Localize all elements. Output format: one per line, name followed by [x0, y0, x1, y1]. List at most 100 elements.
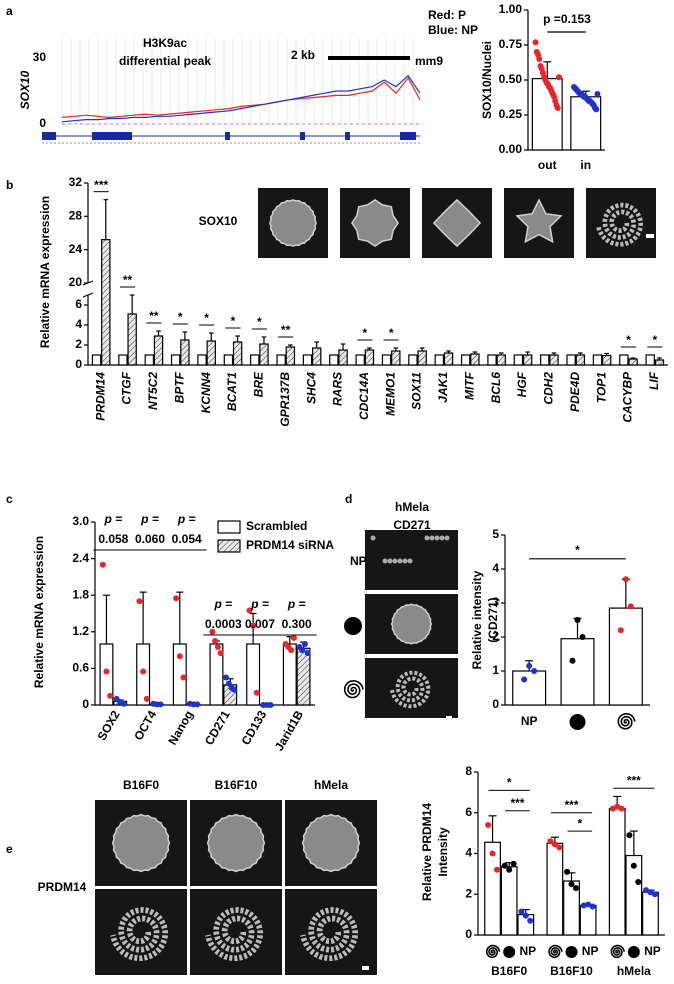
- significance-label: *: [575, 543, 580, 557]
- bar: [408, 354, 418, 366]
- y-tick-label: 0: [75, 357, 82, 371]
- y-axis-label: Relative intensity: [470, 570, 484, 669]
- data-point: [630, 862, 637, 869]
- p-prefix: p =: [177, 512, 196, 526]
- panel-letter: e: [6, 842, 13, 856]
- y-axis-label: Relative mRNA expression: [32, 536, 46, 688]
- legend-label: Red: P: [428, 8, 466, 22]
- data-point: [223, 674, 230, 681]
- micrograph-pattern: [389, 670, 431, 709]
- p-value: 0.007: [245, 617, 275, 631]
- micrograph: [586, 188, 656, 258]
- data-point: [143, 695, 150, 702]
- p-value: 0.058: [98, 532, 128, 546]
- y-tick-label: 1.2: [72, 624, 89, 638]
- data-point: [568, 881, 575, 888]
- bar: [608, 607, 643, 706]
- data-point: [518, 908, 525, 915]
- data-point: [626, 832, 633, 839]
- bar: [246, 643, 261, 706]
- image-column-label: B16F10: [215, 778, 258, 792]
- signal-track: [61, 76, 421, 119]
- data-point: [194, 701, 201, 708]
- x-tick-label: Jarid1B: [272, 708, 306, 753]
- image-label: SOX10: [199, 214, 238, 228]
- x-tick-label: CDC14A: [357, 372, 371, 420]
- y-tick-label: 8: [465, 764, 472, 778]
- x-tick-label: SHC4: [304, 372, 318, 404]
- bar: [470, 353, 480, 366]
- y-axis-label: Intensity: [436, 827, 450, 877]
- x-tick-label: CDH2: [542, 372, 556, 405]
- micrograph: [365, 658, 458, 718]
- micrograph-pattern: [434, 535, 440, 541]
- micrograph-pattern: [392, 558, 398, 564]
- spiral-icon: [343, 679, 364, 699]
- data-point: [572, 885, 579, 892]
- exon: [400, 132, 416, 140]
- chart-subtitle: differential peak: [119, 54, 211, 68]
- data-point: [157, 701, 164, 708]
- spiral-icon: [548, 944, 563, 959]
- bar: [136, 643, 151, 706]
- data-point: [501, 862, 508, 869]
- bar: [180, 339, 190, 366]
- circle-icon: [344, 617, 362, 635]
- y-tick-label: 4: [492, 561, 499, 575]
- micrograph-pattern: [206, 813, 266, 873]
- image-title: hMela: [395, 500, 429, 514]
- micrograph-pattern: [407, 558, 413, 564]
- data-point: [231, 686, 238, 693]
- p-prefix: p =: [213, 597, 232, 611]
- data-point: [485, 821, 492, 828]
- bar: [276, 354, 286, 366]
- x-tick-label: hMela: [617, 964, 651, 978]
- bar: [487, 354, 497, 366]
- data-point: [299, 647, 306, 654]
- scale-bar: [646, 234, 654, 238]
- bar: [654, 359, 665, 366]
- data-point: [253, 689, 260, 696]
- y-tick-label: 32: [69, 175, 83, 189]
- micrograph: [190, 889, 282, 975]
- significance-label: *: [626, 333, 631, 347]
- data-point: [246, 607, 253, 614]
- x-tick-label: PRDM14: [93, 372, 107, 421]
- circle-icon: [565, 946, 578, 958]
- bar: [259, 343, 269, 366]
- condition-label: NP: [519, 944, 536, 958]
- x-tick-label: B16F0: [491, 964, 527, 978]
- x-tick-label: CACYBP: [621, 371, 635, 423]
- bar: [443, 352, 454, 366]
- y-tick-label: 0: [492, 697, 499, 711]
- x-tick-label: JAK1: [436, 372, 450, 403]
- condition-label: NP: [644, 944, 661, 958]
- bar: [512, 670, 547, 706]
- micrograph-pattern: [387, 558, 393, 564]
- significance-label: ***: [627, 773, 641, 787]
- significance-label: *: [362, 326, 367, 340]
- data-point: [99, 561, 106, 568]
- data-point: [574, 617, 581, 623]
- bar: [496, 354, 506, 366]
- y-tick-label: 2.4: [72, 551, 89, 565]
- significance-label: ***: [564, 798, 578, 812]
- micrograph: [95, 889, 187, 975]
- data-point: [622, 576, 629, 583]
- bar: [172, 643, 187, 706]
- x-tick-label: out: [538, 158, 557, 172]
- bar: [417, 350, 427, 366]
- data-point: [214, 644, 221, 651]
- data-point: [593, 106, 600, 113]
- bar: [311, 347, 322, 366]
- data-point: [594, 91, 601, 97]
- circle-icon: [569, 714, 586, 730]
- data-point: [103, 668, 110, 675]
- bar: [206, 340, 216, 366]
- x-tick-label: SOX11: [410, 372, 424, 410]
- x-tick-label: MITF: [462, 371, 476, 400]
- y-tick-label: 30: [33, 50, 47, 64]
- legend-label: PRDM14 siRNA: [246, 538, 334, 552]
- bar: [592, 354, 603, 366]
